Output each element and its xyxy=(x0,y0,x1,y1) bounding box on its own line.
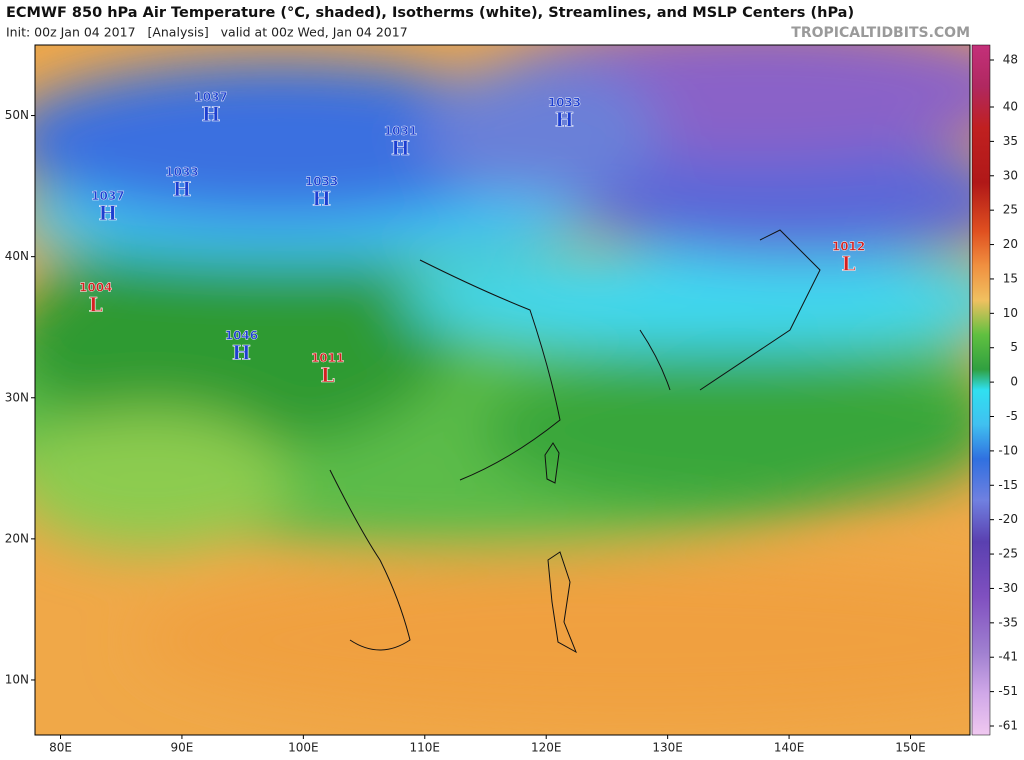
x-tick-label: 130E xyxy=(652,741,683,755)
pressure-value: 1004 xyxy=(79,281,112,295)
pressure-value: 1037 xyxy=(91,189,124,203)
pressure-center: H xyxy=(202,102,221,126)
pressure-center: H xyxy=(391,136,410,160)
colorbar-tick-label: 30 xyxy=(1003,168,1018,182)
colorbar-tick-label: 5 xyxy=(1010,340,1018,354)
colorbar-tick-label: 40 xyxy=(1003,100,1018,114)
x-tick-label: 140E xyxy=(774,741,805,755)
colorbar-tick-label: 48 xyxy=(1003,53,1018,67)
pressure-value: 1033 xyxy=(165,165,198,179)
x-tick-label: 90E xyxy=(170,741,193,755)
colorbar-tick-label: -30 xyxy=(998,581,1018,595)
colorbar-tick-label: -15 xyxy=(998,478,1018,492)
x-tick-label: 80E xyxy=(49,741,72,755)
subtitle: Init: 00z Jan 04 2017 [Analysis] valid a… xyxy=(6,25,408,40)
pressure-value: 1046 xyxy=(225,329,258,343)
colorbar-tick-label: -10 xyxy=(998,443,1018,457)
y-tick-label: 50N xyxy=(5,108,29,122)
pressure-center: H xyxy=(232,341,251,365)
colorbar-tick-label: -25 xyxy=(998,547,1018,561)
pressure-center: L xyxy=(842,252,856,276)
y-tick-label: 10N xyxy=(5,672,29,686)
colorbar-tick-label: 0 xyxy=(1010,375,1018,389)
map-frame xyxy=(34,44,971,736)
colorbar-tick-label: 10 xyxy=(1003,306,1018,320)
colorbar-tick-label: -61 xyxy=(998,719,1018,733)
pressure-value: 1033 xyxy=(548,96,581,110)
colorbar-tick-label: -41 xyxy=(998,650,1018,664)
x-tick-label: 100E xyxy=(288,741,319,755)
x-tick-label: 110E xyxy=(410,741,441,755)
colorbar-tick-label: 20 xyxy=(1003,237,1018,251)
colorbar-tick-label: -5 xyxy=(1006,409,1018,423)
colorbar-tick-label: -20 xyxy=(998,512,1018,526)
y-tick-label: 20N xyxy=(5,531,29,545)
pressure-value: 1012 xyxy=(832,240,865,254)
site-label: TROPICALTIDBITS.COM xyxy=(791,25,970,41)
temperature-field xyxy=(35,45,970,735)
pressure-center: H xyxy=(312,187,331,211)
colorbar xyxy=(971,44,991,736)
pressure-center: H xyxy=(172,177,191,201)
pressure-center: H xyxy=(98,201,117,225)
title: ECMWF 850 hPa Air Temperature (°C, shade… xyxy=(6,5,854,21)
pressure-value: 1037 xyxy=(194,90,227,104)
pressure-value: 1033 xyxy=(305,175,338,189)
x-tick-label: 120E xyxy=(531,741,562,755)
colorbar-tick-label: 15 xyxy=(1003,271,1018,285)
y-tick-label: 40N xyxy=(5,249,29,263)
pressure-value: 1031 xyxy=(384,124,417,138)
pressure-center: L xyxy=(89,293,103,317)
pressure-center: H xyxy=(555,108,574,132)
pressure-value: 1011 xyxy=(311,351,344,365)
colorbar-tick-label: -35 xyxy=(998,615,1018,629)
coastlines xyxy=(329,229,821,654)
colorbar-tick-label: -51 xyxy=(998,684,1018,698)
colorbar-tick-label: 35 xyxy=(1003,134,1018,148)
x-tick-label: 150E xyxy=(895,741,926,755)
colorbar-tick-label: 25 xyxy=(1003,203,1018,217)
y-tick-label: 30N xyxy=(5,390,29,404)
pressure-center: L xyxy=(321,363,335,387)
